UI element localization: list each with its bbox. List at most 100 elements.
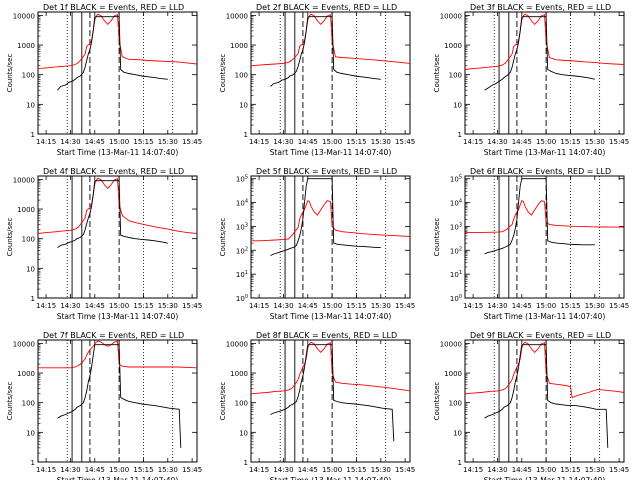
- y-tick-label: 10000: [226, 12, 248, 20]
- lld-series-line: [38, 13, 197, 70]
- events-series-line: [57, 344, 182, 448]
- y-tick-label: 1: [244, 131, 248, 139]
- y-tick-label: 101: [236, 270, 248, 279]
- x-tick-label: 14:45: [512, 138, 532, 146]
- chart-title: Det 4f BLACK = Events, RED = LLD: [43, 167, 184, 176]
- y-axis-label: Counts/sec: [219, 54, 227, 93]
- chart-panel-5: Det 5f BLACK = Events, RED = LLD Counts/s…: [219, 167, 415, 321]
- x-tick-label: 14:30: [487, 138, 507, 146]
- y-tick-label: 1000: [444, 370, 462, 378]
- x-tick-label: 14:15: [463, 302, 483, 310]
- y-tick-label: 10000: [13, 176, 35, 184]
- x-tick-label: 14:30: [60, 466, 80, 474]
- y-tick-label: 100: [22, 72, 35, 80]
- y-tick-label: 10: [26, 101, 35, 109]
- y-tick-label: 104: [450, 199, 462, 208]
- y-tick-label: 10: [239, 429, 248, 437]
- x-tick-label: 15:15: [133, 138, 153, 146]
- plot-frame: [464, 11, 625, 135]
- x-axis-label: Start Time (13-Mar-11 14:07:40): [57, 476, 179, 480]
- x-tick-label: 15:00: [536, 302, 556, 310]
- y-tick-label: 101: [450, 270, 462, 279]
- x-tick-label: 14:30: [273, 138, 293, 146]
- x-tick-label: 15:45: [182, 138, 202, 146]
- y-tick-label: 100: [449, 400, 462, 408]
- lld-series-line: [465, 13, 624, 70]
- y-axis-label: Counts/sec: [6, 382, 14, 421]
- chart-panel-2: Det 2f BLACK = Events, RED = LLD Counts/s…: [219, 3, 415, 157]
- y-axis-label: Counts/sec: [219, 218, 227, 257]
- x-tick-label: 14:15: [249, 302, 269, 310]
- plot-frame: [37, 175, 198, 299]
- x-tick-label: 14:45: [512, 302, 532, 310]
- x-tick-label: 14:45: [85, 138, 105, 146]
- y-tick-label: 105: [450, 175, 462, 184]
- y-tick-label: 100: [22, 236, 35, 244]
- y-tick-label: 1000: [17, 42, 35, 50]
- events-series-line: [484, 344, 609, 448]
- x-tick-label: 15:45: [395, 138, 415, 146]
- x-tick-label: 14:15: [36, 302, 56, 310]
- lld-series-line: [251, 200, 410, 242]
- plot-frame: [250, 11, 411, 135]
- chart-title: Det 2f BLACK = Events, RED = LLD: [256, 3, 397, 12]
- x-tick-label: 14:45: [298, 302, 318, 310]
- y-tick-label: 1000: [230, 42, 248, 50]
- events-series-line: [484, 178, 595, 255]
- chart-title: Det 5f BLACK = Events, RED = LLD: [256, 167, 397, 176]
- x-tick-label: 15:30: [158, 302, 178, 310]
- y-tick-label: 1: [244, 459, 248, 467]
- x-tick-label: 14:30: [60, 138, 80, 146]
- x-tick-label: 14:45: [85, 302, 105, 310]
- plot-frame: [250, 339, 411, 463]
- y-axis-label: Counts/sec: [219, 382, 227, 421]
- plot-frame: [464, 339, 625, 463]
- x-tick-label: 14:45: [298, 138, 318, 146]
- x-tick-label: 15:00: [322, 138, 342, 146]
- y-tick-label: 1000: [17, 370, 35, 378]
- x-tick-label: 15:15: [560, 138, 580, 146]
- y-tick-label: 100: [235, 72, 248, 80]
- x-tick-label: 14:30: [273, 466, 293, 474]
- x-tick-label: 15:00: [109, 466, 129, 474]
- x-tick-label: 15:45: [609, 466, 629, 474]
- y-tick-label: 100: [235, 400, 248, 408]
- x-axis-label: Start Time (13-Mar-11 14:07:40): [57, 148, 179, 157]
- x-tick-label: 15:30: [371, 302, 391, 310]
- y-tick-label: 1: [31, 459, 35, 467]
- y-tick-label: 1000: [230, 370, 248, 378]
- x-tick-label: 14:30: [487, 302, 507, 310]
- x-tick-label: 15:45: [609, 302, 629, 310]
- y-tick-label: 1: [458, 459, 462, 467]
- y-tick-label: 10000: [13, 340, 35, 348]
- x-tick-label: 15:15: [346, 138, 366, 146]
- lld-series-line: [38, 177, 197, 234]
- y-tick-label: 100: [450, 294, 462, 303]
- x-axis-label: Start Time (13-Mar-11 14:07:40): [484, 148, 606, 157]
- y-tick-label: 102: [236, 246, 248, 255]
- events-series-line: [484, 16, 595, 91]
- y-tick-label: 10: [26, 265, 35, 273]
- events-series-line: [270, 16, 381, 87]
- x-tick-label: 15:15: [560, 466, 580, 474]
- x-tick-label: 14:15: [36, 466, 56, 474]
- plot-frame: [37, 339, 198, 463]
- lld-series-line: [251, 13, 410, 67]
- x-tick-label: 14:30: [273, 302, 293, 310]
- plot-frame: [464, 175, 625, 299]
- x-tick-label: 15:15: [560, 302, 580, 310]
- y-tick-label: 100: [22, 400, 35, 408]
- lld-series-line: [38, 340, 197, 369]
- chart-panel-6: Det 6f BLACK = Events, RED = LLD Counts/s…: [433, 167, 629, 321]
- y-tick-label: 103: [450, 222, 462, 231]
- x-axis-label: Start Time (13-Mar-11 14:07:40): [270, 148, 392, 157]
- chart-panel-8: Det 8f BLACK = Events, RED = LLD Counts/s…: [219, 331, 415, 480]
- y-tick-label: 10000: [440, 12, 462, 20]
- chart-panel-1: Det 1f BLACK = Events, RED = LLD Counts/s…: [6, 3, 202, 157]
- x-tick-label: 15:30: [371, 138, 391, 146]
- y-tick-label: 10000: [226, 340, 248, 348]
- chart-title: Det 7f BLACK = Events, RED = LLD: [43, 331, 184, 340]
- x-tick-label: 14:45: [512, 466, 532, 474]
- plot-frame: [37, 11, 198, 135]
- x-tick-label: 15:30: [158, 138, 178, 146]
